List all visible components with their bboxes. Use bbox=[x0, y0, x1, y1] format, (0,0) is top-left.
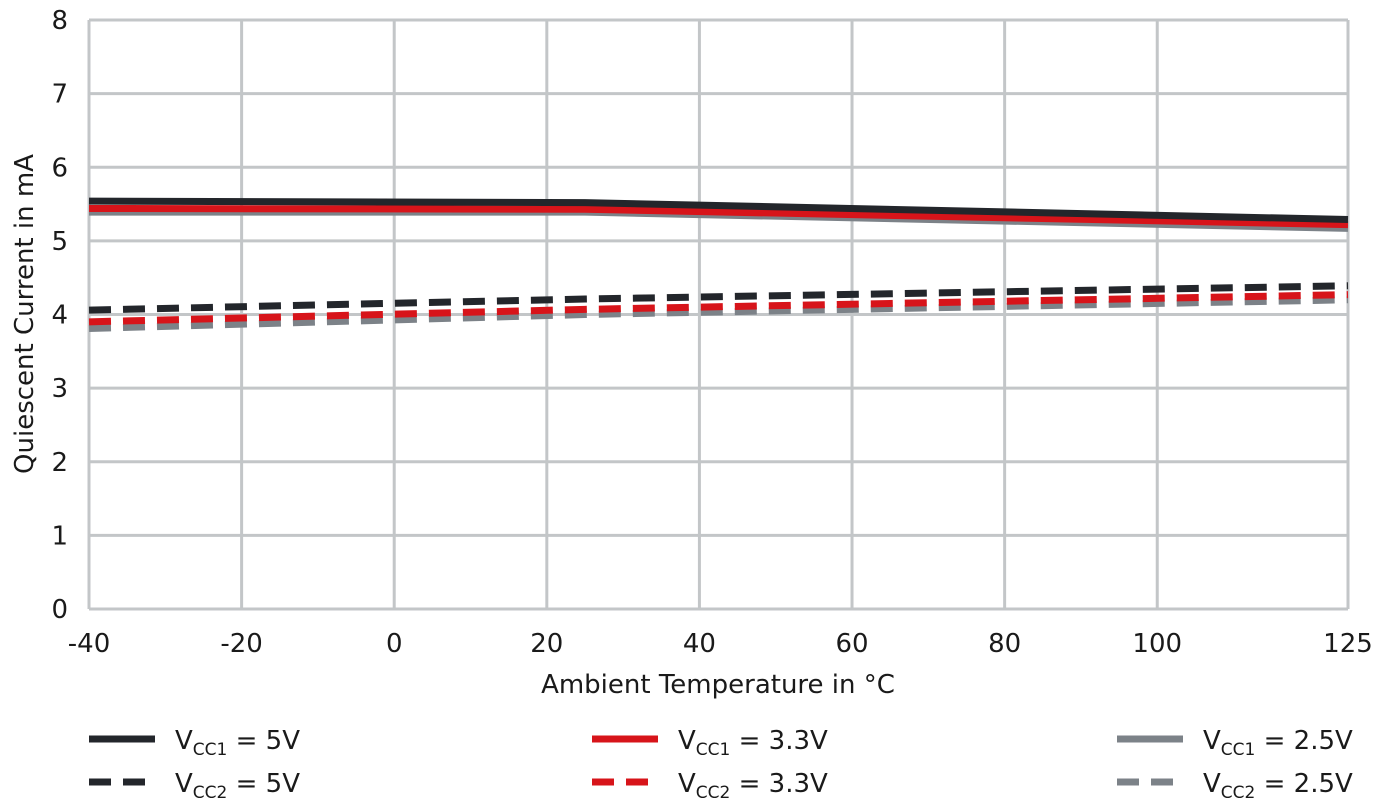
series-line-6 bbox=[88, 296, 1349, 332]
x-tick-label: 125 bbox=[1323, 629, 1373, 659]
legend-label-6: VCC2 = 2.5V bbox=[1203, 769, 1353, 802]
series-line-3 bbox=[88, 204, 1349, 229]
y-tick-label: 7 bbox=[51, 80, 68, 110]
y-tick-label: 4 bbox=[51, 301, 68, 331]
series-layer bbox=[88, 197, 1349, 332]
y-tick-label: 0 bbox=[51, 595, 68, 625]
x-tick-label: 80 bbox=[988, 629, 1021, 659]
series-line-4 bbox=[88, 291, 1349, 326]
x-axis-ticks: -40 -20 0 20 40 60 80 100 125 bbox=[68, 629, 1373, 659]
y-axis-title: Quiescent Current in mA bbox=[10, 154, 40, 474]
y-tick-label: 2 bbox=[51, 448, 68, 478]
series-line-1 bbox=[88, 197, 1349, 224]
x-tick-label: 0 bbox=[386, 629, 403, 659]
legend-label-4: VCC2 = 3.3V bbox=[678, 769, 828, 802]
x-tick-label: -20 bbox=[220, 629, 262, 659]
x-tick-label: -40 bbox=[68, 629, 110, 659]
y-tick-label: 1 bbox=[51, 521, 68, 551]
legend: VCC1 = 5V VCC2 = 5V VCC1 = 3.3V VCC2 = 3.3V… bbox=[89, 726, 1353, 802]
legend-label-5: VCC1 = 2.5V bbox=[1203, 726, 1353, 760]
legend-label-1: VCC1 = 5V bbox=[175, 726, 300, 760]
series-line-2 bbox=[88, 282, 1349, 314]
x-tick-label: 60 bbox=[835, 629, 868, 659]
legend-label-2: VCC2 = 5V bbox=[175, 769, 300, 802]
x-tick-label: 40 bbox=[683, 629, 716, 659]
y-tick-label: 6 bbox=[51, 153, 68, 183]
y-tick-label: 8 bbox=[51, 6, 68, 36]
x-tick-label: 20 bbox=[530, 629, 563, 659]
x-axis-title: Ambient Temperature in °C bbox=[541, 670, 895, 700]
y-axis-ticks: 0 1 2 3 4 5 6 7 8 bbox=[51, 6, 68, 625]
y-tick-label: 3 bbox=[51, 374, 68, 404]
y-tick-label: 5 bbox=[51, 227, 68, 257]
x-tick-label: 100 bbox=[1132, 629, 1182, 659]
legend-label-3: VCC1 = 3.3V bbox=[678, 726, 828, 760]
